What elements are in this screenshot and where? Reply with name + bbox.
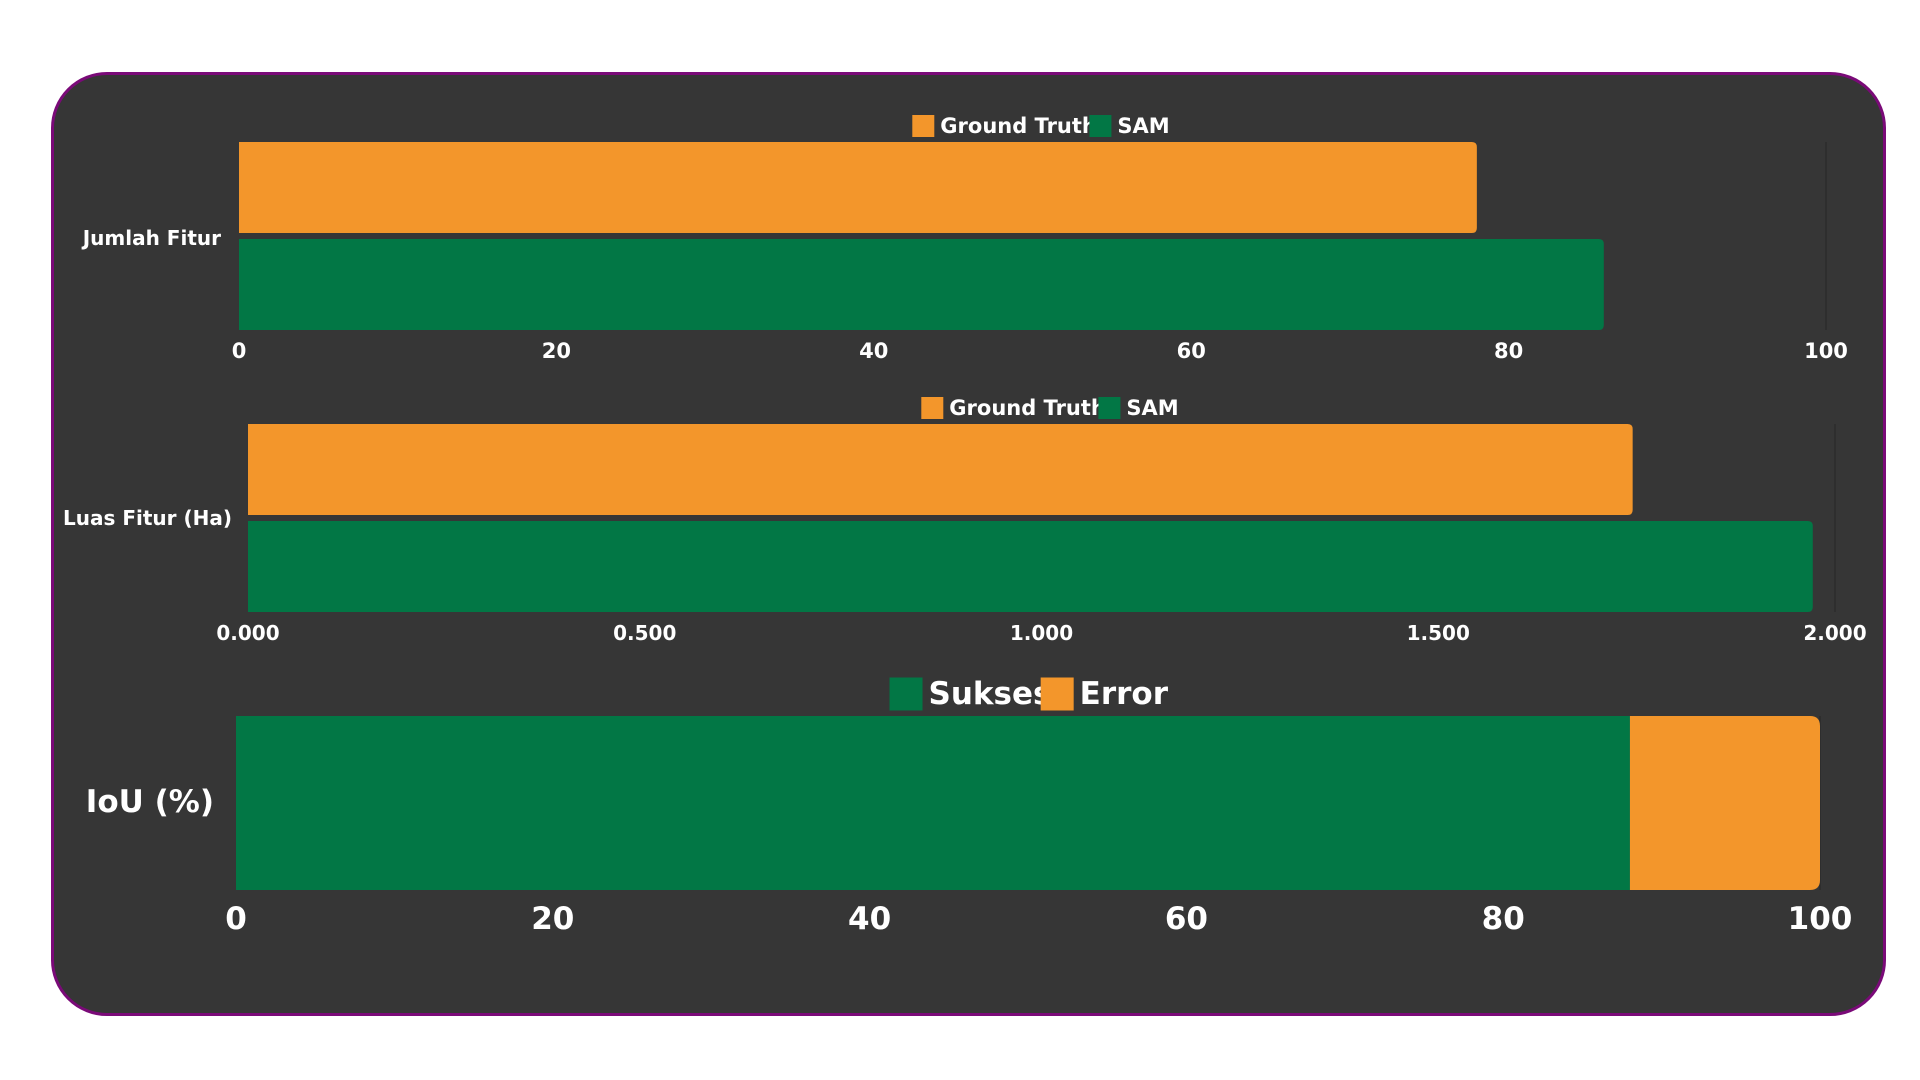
category-label: IoU (%) xyxy=(86,784,214,820)
category-label: Luas Fitur (Ha) xyxy=(63,506,232,530)
x-tick-label: 0.000 xyxy=(216,621,279,645)
x-tick-label: 80 xyxy=(1482,901,1525,937)
legend-label-error: Error xyxy=(1080,676,1169,712)
bar-ground-truth xyxy=(248,424,1633,515)
legend-label-ground-truth: Ground Truth xyxy=(949,396,1106,420)
legend-swatch-sam xyxy=(1089,115,1112,137)
legend-label-ground-truth: Ground Truth xyxy=(940,114,1097,138)
legend-swatch-error xyxy=(1040,677,1074,711)
legend-swatch-ground-truth xyxy=(921,397,944,419)
x-tick-label: 0 xyxy=(232,339,247,363)
x-tick-label: 100 xyxy=(1788,901,1853,937)
category-label: Jumlah Fitur xyxy=(81,226,221,250)
x-tick-label: 80 xyxy=(1494,339,1523,363)
x-tick-label: 40 xyxy=(848,901,891,937)
legend-swatch-sam xyxy=(1098,397,1121,419)
x-tick-label: 40 xyxy=(859,339,888,363)
x-tick-label: 2.000 xyxy=(1803,621,1866,645)
legend-swatch-sukses xyxy=(889,677,923,711)
x-tick-label: 60 xyxy=(1177,339,1206,363)
x-tick-label: 1.000 xyxy=(1010,621,1073,645)
x-tick-label: 20 xyxy=(531,901,574,937)
x-tick-label: 20 xyxy=(542,339,571,363)
x-tick-label: 0.500 xyxy=(613,621,676,645)
x-tick-label: 60 xyxy=(1165,901,1208,937)
bar-sukses xyxy=(236,716,1630,890)
legend-label-sam: SAM xyxy=(1126,396,1178,420)
bar-error xyxy=(1629,716,1820,890)
legend-label-sam: SAM xyxy=(1117,114,1169,138)
bar-sam xyxy=(248,521,1813,612)
legend-swatch-ground-truth xyxy=(912,115,935,137)
x-tick-label: 1.500 xyxy=(1407,621,1470,645)
x-tick-label: 100 xyxy=(1804,339,1848,363)
bar-ground-truth xyxy=(239,142,1477,233)
bar-sam xyxy=(239,239,1604,330)
legend-label-sukses: Sukses xyxy=(929,676,1052,712)
x-tick-label: 0 xyxy=(225,901,247,937)
